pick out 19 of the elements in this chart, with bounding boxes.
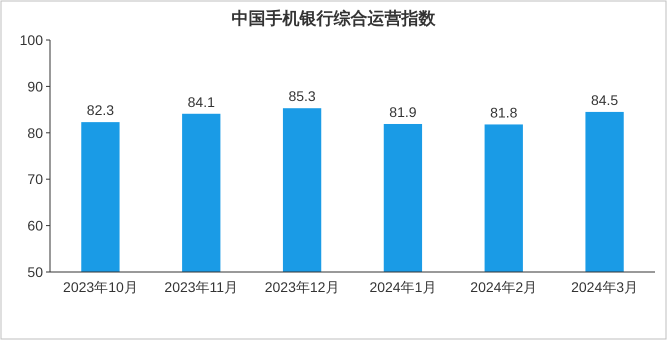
x-tick-label: 2024年1月 <box>369 279 436 295</box>
data-label: 81.8 <box>490 104 518 120</box>
x-tick-label: 2024年3月 <box>571 279 638 295</box>
chart-title: 中国手机银行综合运营指数 <box>232 9 436 28</box>
data-label: 82.3 <box>86 102 114 118</box>
data-label: 85.3 <box>288 88 316 104</box>
y-tick-label: 90 <box>27 78 44 94</box>
data-label: 84.5 <box>590 92 618 108</box>
data-label: 81.9 <box>389 104 417 120</box>
y-tick-label: 50 <box>27 264 44 280</box>
data-label: 84.1 <box>188 94 216 110</box>
y-tick-label: 80 <box>27 124 44 141</box>
x-tick-label: 2023年11月 <box>164 279 238 295</box>
y-tick-label: 60 <box>27 218 44 234</box>
x-tick-label: 2024年2月 <box>470 279 538 295</box>
x-tick-label: 2023年10月 <box>63 279 138 295</box>
y-tick-label: 70 <box>27 171 44 188</box>
y-tick-label: 100 <box>20 32 44 48</box>
x-tick-label: 2023年12月 <box>264 279 340 295</box>
